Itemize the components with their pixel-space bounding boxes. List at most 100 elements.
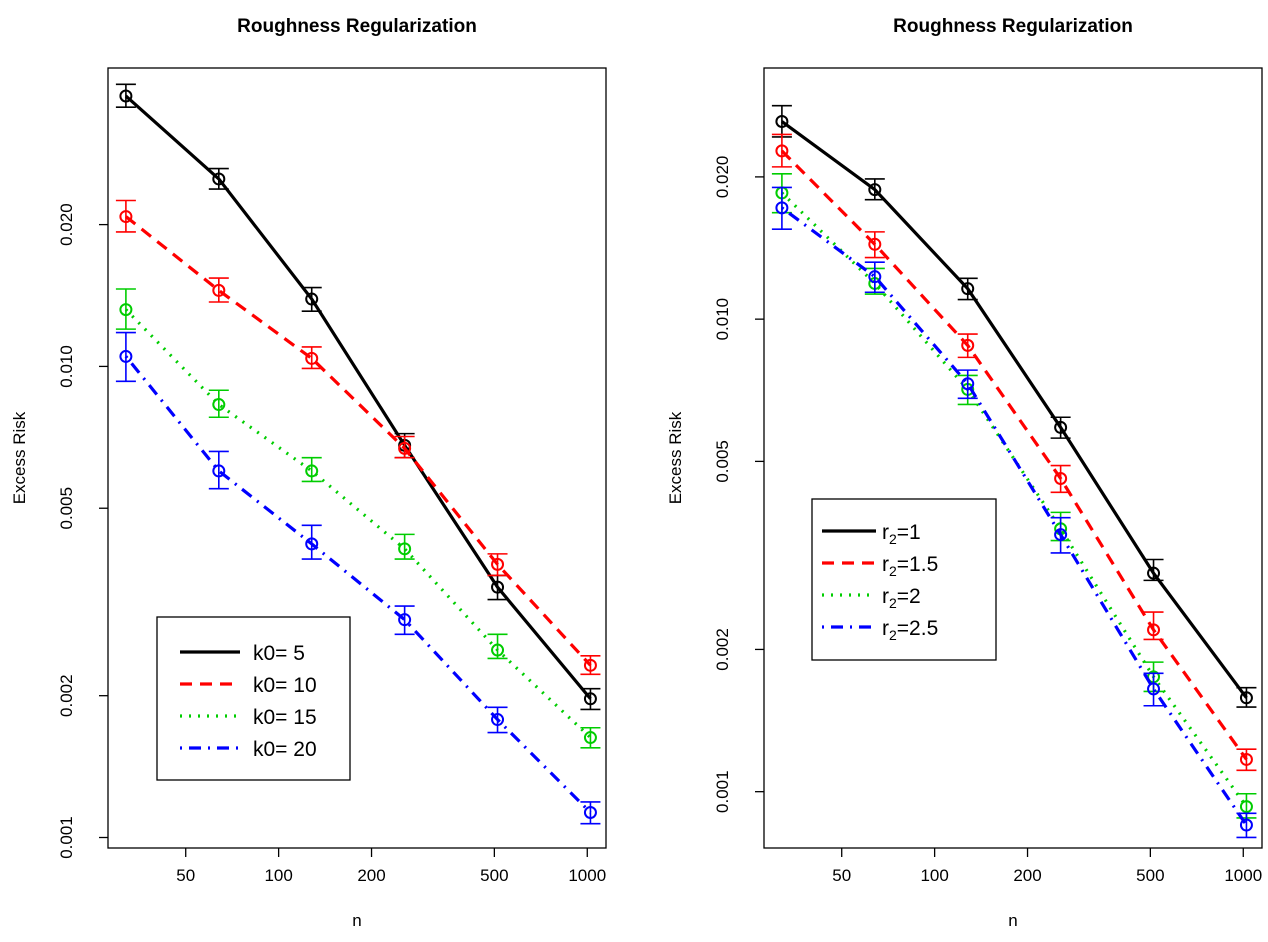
series-line (124, 94, 592, 700)
series-line (124, 215, 592, 667)
series-4 (115, 331, 601, 825)
series-line (780, 191, 1248, 808)
data-point (212, 172, 226, 186)
legend-label: r2=2.5 (882, 617, 938, 643)
x-tick-label: 1000 (568, 866, 606, 885)
data-point (961, 282, 975, 296)
data-point (305, 351, 319, 365)
series-1 (115, 83, 601, 711)
data-point (398, 542, 412, 556)
data-point (583, 658, 597, 672)
data-point (398, 441, 412, 455)
series-line (124, 308, 592, 739)
series-3 (115, 288, 601, 749)
y-tick-label: 0.010 (713, 298, 732, 341)
data-point (1239, 800, 1253, 814)
data-point (1054, 472, 1068, 486)
data-point (119, 210, 133, 224)
chart-title: Roughness Regularization (237, 16, 477, 37)
data-point (868, 270, 882, 284)
series-line (780, 149, 1248, 761)
y-tick-label: 0.020 (713, 156, 732, 199)
plot-frame (107, 67, 607, 849)
data-point (868, 237, 882, 251)
x-tick-label: 50 (832, 866, 851, 885)
y-tick-label: 0.005 (713, 440, 732, 483)
data-point (961, 377, 975, 391)
y-axis-label: Excess Risk (10, 411, 29, 504)
chart-panel-1: Roughness Regularization 50 100 200 500 1000 0… (10, 16, 607, 930)
data-point (305, 292, 319, 306)
y-tick-label: 0.010 (57, 345, 76, 388)
data-point (212, 464, 226, 478)
legend: r2=1 r2=1.5 r2=2 r2=2.5 (811, 498, 997, 661)
data-point (491, 557, 505, 571)
x-tick-label: 500 (480, 866, 508, 885)
series-3 (771, 173, 1257, 819)
y-tick-label: 0.005 (57, 487, 76, 530)
legend: k0= 5 k0= 10 k0= 15 k0= 20 (156, 616, 351, 781)
y-tick-label: 0.020 (57, 203, 76, 246)
x-tick-label: 200 (357, 866, 385, 885)
data-point (775, 201, 789, 215)
legend-label: r2=1 (882, 521, 921, 547)
data-point (305, 464, 319, 478)
data-point (583, 692, 597, 706)
series-4 (771, 186, 1257, 839)
data-point (398, 613, 412, 627)
legend-label: k0= 15 (253, 706, 317, 729)
data-point (491, 713, 505, 727)
plot-frame (763, 67, 1263, 849)
y-axis-label: Excess Risk (666, 411, 685, 504)
series-line (780, 206, 1248, 826)
x-tick-label: 500 (1136, 866, 1164, 885)
chart-title: Roughness Regularization (893, 16, 1133, 37)
x-tick-label: 100 (920, 866, 948, 885)
data-point (119, 349, 133, 363)
data-point (491, 643, 505, 657)
y-tick-label: 0.001 (713, 770, 732, 813)
legend-label: r2=1.5 (882, 553, 938, 579)
x-tick-label: 100 (264, 866, 292, 885)
series-2 (771, 133, 1257, 772)
data-point (775, 114, 789, 128)
legend-box (156, 616, 351, 781)
y-tick-label: 0.002 (57, 674, 76, 717)
series-2 (115, 199, 601, 676)
data-point (1054, 420, 1068, 434)
data-point (1054, 528, 1068, 542)
legend-label: k0= 20 (253, 738, 317, 761)
data-point (961, 338, 975, 352)
legend-box (811, 498, 997, 661)
data-point (1147, 566, 1161, 580)
data-point (868, 183, 882, 197)
x-axis-label: n (352, 911, 361, 930)
legend-label: k0= 5 (253, 642, 305, 665)
data-point (1239, 818, 1253, 832)
data-point (305, 537, 319, 551)
x-axis-label: n (1008, 911, 1017, 930)
series-line (124, 355, 592, 814)
data-point (1239, 691, 1253, 705)
y-tick-label: 0.002 (713, 628, 732, 671)
data-point (491, 580, 505, 594)
data-point (212, 283, 226, 297)
x-tick-label: 1000 (1224, 866, 1262, 885)
series-line (780, 120, 1248, 699)
data-point (1147, 682, 1161, 696)
chart-panel-2: Roughness Regularization 50 100 200 500 1000 0… (666, 16, 1263, 930)
legend-label: k0= 10 (253, 674, 317, 697)
data-point (119, 303, 133, 317)
data-point (583, 731, 597, 745)
data-point (583, 806, 597, 820)
data-point (775, 144, 789, 158)
data-point (1147, 623, 1161, 637)
legend-label: r2=2 (882, 585, 921, 611)
x-tick-label: 50 (176, 866, 195, 885)
x-tick-label: 200 (1013, 866, 1041, 885)
data-point (212, 398, 226, 412)
y-tick-label: 0.001 (57, 816, 76, 859)
data-point (119, 89, 133, 103)
